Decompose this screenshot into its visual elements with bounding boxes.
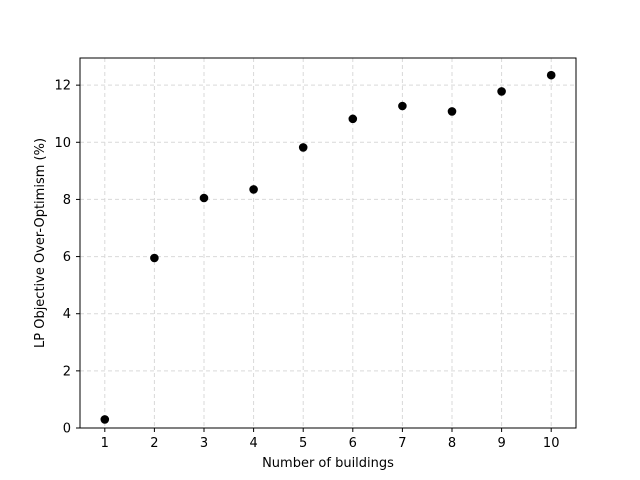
data-point: [398, 101, 407, 111]
data-point: [150, 253, 159, 263]
data-point: [497, 87, 506, 96]
x-tick-label: 7: [398, 436, 406, 451]
y-tick-label: 8: [63, 193, 71, 208]
y-tick-label: 4: [63, 307, 71, 322]
x-tick-label: 10: [543, 436, 560, 451]
x-tick-label: 6: [349, 436, 357, 451]
data-point: [100, 415, 110, 424]
data-point: [249, 185, 258, 194]
x-tick-label: 2: [150, 436, 158, 451]
data-point: [199, 193, 209, 203]
plot-frame: [79, 57, 577, 429]
data-point: [546, 70, 556, 80]
y-tick-label: 6: [63, 250, 71, 265]
y-tick-label: 2: [63, 364, 71, 379]
data-points: [100, 70, 556, 424]
x-tick-label: 3: [200, 436, 208, 451]
x-tick-label: 8: [448, 436, 456, 451]
y-tick-label: 10: [54, 136, 71, 151]
x-tick-label: 5: [299, 436, 307, 451]
y-tick-label: 12: [54, 79, 71, 94]
data-point: [447, 107, 457, 116]
y-axis-label: LP Objective Over-Optimism (%): [33, 138, 48, 348]
data-point: [348, 114, 358, 124]
grid-lines: [80, 58, 576, 429]
x-tick-label: 4: [249, 436, 257, 451]
y-tick-label: 0: [63, 422, 71, 437]
x-tick-label: 9: [497, 436, 505, 451]
x-tick-label: 1: [101, 436, 109, 451]
x-axis-label: Number of buildings: [262, 456, 394, 471]
data-point: [298, 143, 308, 152]
